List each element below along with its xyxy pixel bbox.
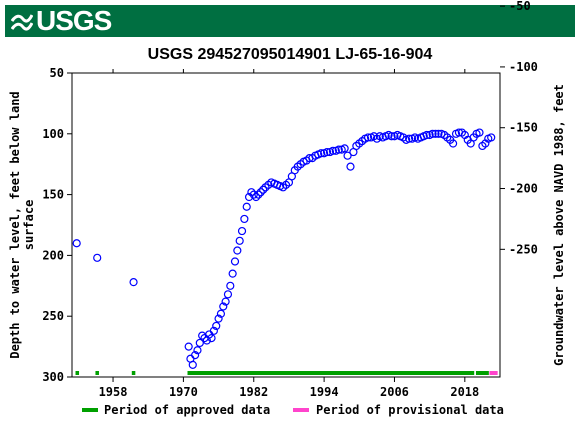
provisional-period-bar	[489, 371, 498, 375]
y-right-tick-label: -50	[509, 0, 531, 13]
data-point	[228, 269, 237, 278]
data-point	[216, 309, 226, 318]
data-point	[256, 188, 265, 197]
approved-period-bar	[187, 371, 475, 375]
data-point	[343, 151, 352, 160]
data-point	[188, 360, 197, 369]
data-point	[233, 246, 242, 255]
x-tick-label: 2018	[450, 385, 479, 399]
data-point	[195, 338, 204, 348]
chart-title: USGS 294527095014901 LJ-65-16-904	[148, 46, 433, 63]
x-tick-label: 2006	[380, 385, 409, 399]
approved-period-bar	[75, 371, 80, 375]
y-right-tick-label: -100	[509, 60, 538, 74]
y-right-tick-label: -250	[509, 242, 538, 256]
y-right-tick-label: -150	[509, 121, 538, 135]
data-point	[322, 147, 332, 157]
data-point	[242, 202, 251, 211]
data-point	[346, 162, 355, 171]
data-point	[328, 146, 338, 155]
x-tick-label: 1994	[310, 385, 339, 399]
data-point	[249, 190, 258, 199]
data-point	[240, 214, 249, 224]
data-point	[221, 297, 230, 306]
data-point	[235, 236, 244, 245]
approved-period-bar	[95, 371, 99, 375]
y-left-tick-label: 300	[42, 370, 64, 384]
data-point	[431, 129, 440, 138]
data-point	[334, 145, 343, 154]
data-point	[207, 333, 216, 343]
x-tick-label: 1982	[239, 385, 268, 399]
legend-approved-label: Period of approved data	[104, 403, 270, 417]
data-point	[93, 253, 102, 262]
data-point	[219, 302, 228, 311]
plot-area	[71, 72, 501, 378]
data-point	[212, 321, 221, 331]
data-point	[223, 290, 233, 299]
x-tick-label: 1958	[99, 385, 128, 399]
approved-period-bar	[131, 371, 136, 375]
legend-provisional-label: Period of provisional data	[316, 403, 504, 417]
y-right-axis-label: Groundwater level above NAVD 1988, feet	[552, 84, 566, 366]
y-left-axis-label-line1: Depth to water level, feet below land	[8, 91, 22, 358]
usgs-logo: USGS	[11, 5, 112, 37]
y-left-axis-label-line2: surface	[22, 200, 36, 251]
data-point	[209, 326, 218, 335]
data-point	[247, 188, 256, 197]
y-left-tick-label: 150	[42, 188, 64, 202]
data-point	[230, 257, 240, 266]
data-point	[72, 239, 81, 248]
data-point	[259, 185, 268, 194]
data-point	[184, 342, 193, 351]
data-point	[191, 351, 200, 360]
usgs-logo-text: USGS	[36, 5, 112, 36]
y-left-tick-label: 200	[42, 248, 64, 262]
data-point	[475, 128, 484, 137]
data-point	[251, 192, 261, 202]
data-point	[428, 129, 437, 138]
data-point	[434, 129, 443, 138]
y-left-tick-label: 100	[42, 127, 64, 141]
usgs-wave-icon	[11, 14, 33, 31]
data-point	[226, 281, 235, 290]
data-point	[214, 314, 223, 323]
data-point	[237, 226, 247, 236]
data-point	[422, 130, 431, 140]
data-point	[405, 134, 414, 143]
approved-period-bar	[475, 371, 489, 375]
data-point	[129, 278, 138, 287]
x-tick-label: 1970	[169, 385, 198, 399]
data-point	[193, 346, 202, 355]
usgs-banner: USGS	[5, 5, 575, 37]
y-right-tick-label: -200	[509, 182, 538, 196]
y-left-tick-label: 50	[50, 66, 64, 80]
data-point	[363, 133, 373, 142]
data-point	[254, 190, 263, 199]
data-point	[317, 149, 326, 158]
data-point	[387, 132, 396, 141]
y-left-tick-label: 250	[42, 309, 64, 323]
data-point	[448, 139, 458, 148]
data-point	[487, 133, 496, 142]
data-point	[340, 144, 349, 153]
